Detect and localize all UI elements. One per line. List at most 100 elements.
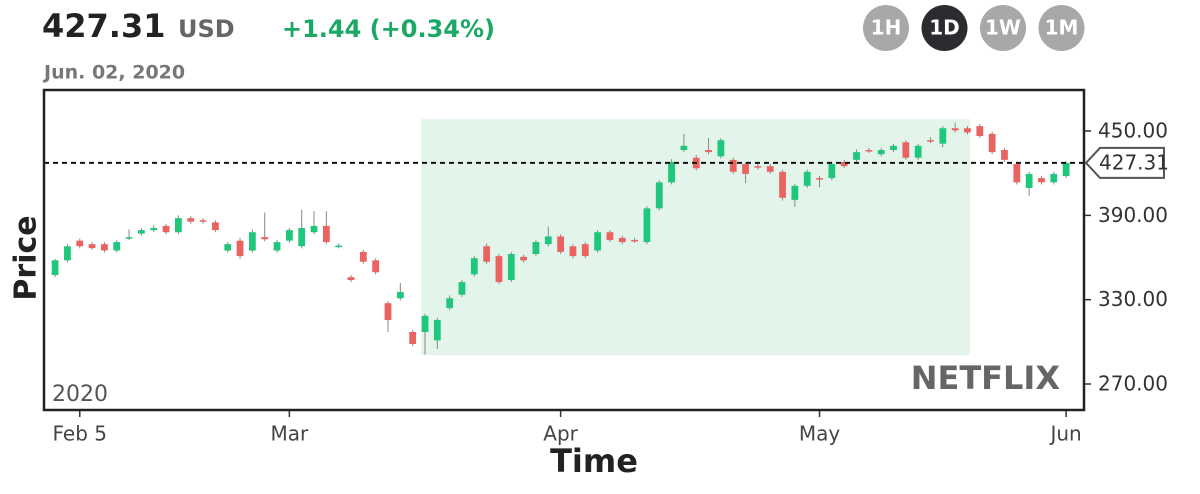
candle xyxy=(742,161,749,184)
candle-body xyxy=(766,166,774,172)
candle xyxy=(138,228,145,236)
candle-body xyxy=(409,332,417,344)
candle-body xyxy=(101,244,108,251)
candle xyxy=(520,254,528,263)
candle-body xyxy=(125,237,133,239)
range-button[interactable]: 1H xyxy=(863,5,909,51)
price-tag xyxy=(1084,146,1165,179)
candle xyxy=(175,215,182,235)
candle xyxy=(347,275,355,283)
candle xyxy=(199,218,207,224)
candle-body xyxy=(310,225,318,233)
candle-body xyxy=(779,171,786,198)
candle xyxy=(594,230,601,253)
candle-body xyxy=(840,161,848,167)
candle-body xyxy=(853,152,860,160)
candle-body xyxy=(865,150,873,152)
candle xyxy=(51,258,59,278)
candle xyxy=(507,251,515,283)
candle-body xyxy=(1025,173,1033,188)
candle xyxy=(705,138,712,155)
candle xyxy=(569,244,577,259)
candle-body xyxy=(88,244,96,249)
candle xyxy=(396,282,404,301)
candle xyxy=(557,234,564,255)
candle xyxy=(409,329,417,347)
range-buttons: 1H 1D 1W 1M xyxy=(863,5,1085,51)
candle-body xyxy=(1062,162,1070,177)
candle xyxy=(631,237,638,243)
candle xyxy=(729,157,737,174)
candle-body xyxy=(495,256,503,283)
candle-body xyxy=(51,260,59,276)
candle xyxy=(458,280,466,297)
candle-body xyxy=(236,240,244,257)
candle xyxy=(828,161,836,181)
candle-body xyxy=(335,245,343,248)
candle xyxy=(779,169,786,201)
candle-body xyxy=(1013,164,1021,183)
button-bg xyxy=(863,5,909,51)
candle-body xyxy=(261,237,269,240)
candle xyxy=(754,164,762,170)
candle-body xyxy=(914,145,922,158)
candle xyxy=(273,239,281,253)
candle-body xyxy=(951,128,959,131)
candle-body xyxy=(285,230,293,241)
candle-body xyxy=(927,140,934,142)
candle-body xyxy=(581,244,589,257)
candle-body xyxy=(594,232,601,251)
plot-frame xyxy=(42,88,1086,412)
candle-body xyxy=(372,260,380,273)
candle-body xyxy=(138,230,145,234)
candle xyxy=(1062,161,1070,179)
candle-body xyxy=(446,298,454,309)
candle xyxy=(988,131,996,155)
year-label: 2020 xyxy=(52,382,108,407)
range-button[interactable]: 1D xyxy=(921,5,968,51)
candle-body xyxy=(458,282,466,295)
candle xyxy=(113,239,121,253)
button-bg xyxy=(1038,5,1085,51)
candle xyxy=(372,258,380,275)
x-tick-label: Mar xyxy=(270,422,309,446)
candle xyxy=(766,164,774,174)
candle-body xyxy=(655,182,663,209)
x-tick-label: Feb 5 xyxy=(53,422,108,446)
candle xyxy=(803,169,811,188)
range-button[interactable]: 1M xyxy=(1038,5,1085,51)
candle-body xyxy=(939,128,947,144)
candle xyxy=(211,220,219,233)
candle-body xyxy=(680,145,688,151)
candle xyxy=(791,183,799,207)
candle xyxy=(322,211,330,245)
currency: USD xyxy=(178,15,235,43)
candle-body xyxy=(76,240,84,247)
candle xyxy=(446,295,454,311)
candle xyxy=(64,244,71,263)
candle-body xyxy=(544,236,552,245)
candle xyxy=(76,238,84,249)
x-axis-title: Time xyxy=(550,442,638,480)
candle xyxy=(1050,171,1058,185)
candle-body xyxy=(175,218,182,233)
candle xyxy=(236,237,244,259)
candle-body xyxy=(298,228,306,247)
candle-body xyxy=(433,320,441,341)
candle xyxy=(125,229,133,240)
candle xyxy=(618,235,626,245)
candle xyxy=(285,228,293,243)
button-label: 1W xyxy=(985,16,1021,40)
candle xyxy=(840,159,848,169)
candle-body xyxy=(890,145,897,151)
candle xyxy=(187,216,195,224)
candle-body xyxy=(421,315,429,333)
candle-body xyxy=(803,171,811,186)
candle-body xyxy=(64,246,71,261)
y-tick-label: 390.00 xyxy=(1098,203,1168,227)
candle-body xyxy=(384,303,392,321)
candle xyxy=(680,133,688,153)
range-button[interactable]: 1W xyxy=(980,5,1026,51)
